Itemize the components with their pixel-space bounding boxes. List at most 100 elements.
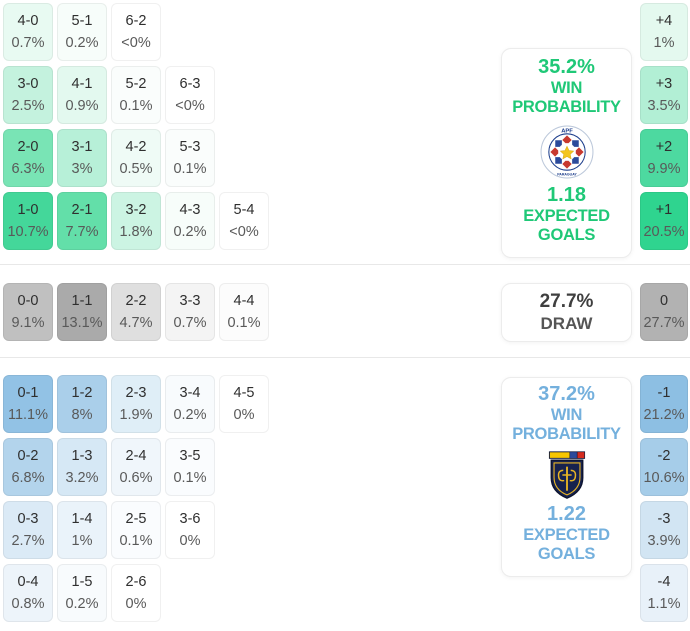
score-cell-0-1: 0-1 11.1% [3, 375, 53, 433]
cell-top-text: 1-0 [17, 202, 39, 218]
cell-probability-text: 3.9% [647, 533, 681, 549]
cell-top-text: 4-4 [233, 293, 255, 309]
score-cell-0-4: 0-4 0.8% [3, 564, 53, 622]
goal-diff-cell-+3: +3 3.5% [640, 66, 688, 124]
score-cell-4-4: 4-4 0.1% [219, 283, 269, 341]
score-cell-0-2: 0-2 6.8% [3, 438, 53, 496]
cell-probability-text: 6.3% [11, 161, 45, 177]
cell-top-text: 2-2 [125, 293, 147, 309]
crest-apf-text: APF [561, 128, 573, 134]
cell-top-text: +2 [655, 139, 673, 155]
cell-top-text: 5-4 [233, 202, 255, 218]
score-cell-4-2: 4-2 0.5% [111, 129, 161, 187]
goal-diff-cell-+4: +4 1% [640, 3, 688, 61]
cell-top-text: 2-6 [125, 574, 147, 590]
cell-top-text: 4-2 [125, 139, 147, 155]
score-cell-0-3: 0-3 2.7% [3, 501, 53, 559]
cell-probability-text: 0.1% [119, 533, 153, 549]
cell-top-text: 1-4 [71, 511, 93, 527]
cell-top-text: 5-1 [71, 13, 93, 29]
cell-probability-text: 0.7% [173, 315, 207, 331]
cell-probability-text: 21.2% [643, 407, 685, 423]
cell-probability-text: 0.2% [65, 596, 99, 612]
score-cell-3-6: 3-6 0% [165, 501, 215, 559]
score-cell-2-6: 2-6 0% [111, 564, 161, 622]
away-win-label-line2: PROBABILITY [512, 425, 621, 443]
score-cell-0-0: 0-0 9.1% [3, 283, 53, 341]
score-cell-4-3: 4-3 0.2% [165, 192, 215, 250]
cell-probability-text: 13.1% [61, 315, 103, 331]
cell-top-text: 0-3 [17, 511, 39, 527]
cell-top-text: +1 [655, 202, 673, 218]
cell-probability-text: 0% [179, 533, 201, 549]
cell-top-text: 0-1 [17, 385, 39, 401]
score-cell-5-1: 5-1 0.2% [57, 3, 107, 61]
cell-top-text: 4-5 [233, 385, 255, 401]
score-cell-2-2: 2-2 4.7% [111, 283, 161, 341]
home-win-percentage: 35.2% [538, 56, 595, 78]
cell-probability-text: 0.6% [119, 470, 153, 486]
cell-probability-text: 27.7% [643, 315, 685, 331]
goal-diff-cell--3: -3 3.9% [640, 501, 688, 559]
cell-probability-text: <0% [175, 98, 205, 114]
score-cell-1-3: 1-3 3.2% [57, 438, 107, 496]
cell-probability-text: 2.7% [11, 533, 45, 549]
section-divider [0, 357, 690, 358]
cell-top-text: 2-3 [125, 385, 147, 401]
cell-top-text: 2-0 [17, 139, 39, 155]
cell-top-text: 1-3 [71, 448, 93, 464]
cell-top-text: 5-3 [179, 139, 201, 155]
home-expected-goals-label-line2: GOALS [537, 226, 596, 244]
away-expected-goals-label-line1: EXPECTED [523, 526, 610, 544]
cell-top-text: 6-2 [125, 13, 147, 29]
cell-probability-text: 0.5% [119, 161, 153, 177]
ecuador-fef-crest [543, 450, 591, 500]
away-win-percentage: 37.2% [538, 383, 595, 405]
cell-probability-text: 0% [233, 407, 255, 423]
away-win-label-line1: WIN [550, 406, 583, 424]
cell-probability-text: 9.1% [11, 315, 45, 331]
score-cell-3-5: 3-5 0.1% [165, 438, 215, 496]
section-divider [0, 264, 690, 265]
score-cell-3-1: 3-1 3% [57, 129, 107, 187]
cell-probability-text: 8% [71, 407, 93, 423]
cell-probability-text: 20.5% [643, 224, 685, 240]
cell-top-text: 1-2 [71, 385, 93, 401]
cell-top-text: 1-1 [71, 293, 93, 309]
cell-top-text: +3 [655, 76, 673, 92]
cell-probability-text: 0.2% [173, 407, 207, 423]
cell-top-text: 3-6 [179, 511, 201, 527]
home-expected-goals-label-line1: EXPECTED [523, 207, 610, 225]
score-cell-1-5: 1-5 0.2% [57, 564, 107, 622]
score-cell-1-0: 1-0 10.7% [3, 192, 53, 250]
cell-probability-text: 3.5% [647, 98, 681, 114]
goal-diff-cell-0: 0 27.7% [640, 283, 688, 341]
score-cell-4-0: 4-0 0.7% [3, 3, 53, 61]
score-cell-6-3: 6-3 <0% [165, 66, 215, 124]
score-cell-4-5: 4-5 0% [219, 375, 269, 433]
cell-probability-text: 0.1% [173, 161, 207, 177]
cell-probability-text: 1% [71, 533, 93, 549]
cell-probability-text: 9.9% [647, 161, 681, 177]
score-cell-5-3: 5-3 0.1% [165, 129, 215, 187]
cell-top-text: -3 [657, 511, 671, 527]
home-win-label-line2: PROBABILITY [512, 98, 621, 116]
cell-probability-text: 0.1% [119, 98, 153, 114]
goal-diff-cell-+2: +2 9.9% [640, 129, 688, 187]
cell-probability-text: 0.1% [173, 470, 207, 486]
cell-probability-text: 2.5% [11, 98, 45, 114]
cell-top-text: 0-4 [17, 574, 39, 590]
cell-top-text: 3-2 [125, 202, 147, 218]
cell-top-text: 2-1 [71, 202, 93, 218]
cell-top-text: +4 [655, 13, 673, 29]
cell-probability-text: <0% [121, 35, 151, 51]
score-cell-3-4: 3-4 0.2% [165, 375, 215, 433]
score-cell-2-0: 2-0 6.3% [3, 129, 53, 187]
cell-top-text: -4 [657, 574, 671, 590]
cell-probability-text: 3.2% [65, 470, 99, 486]
cell-top-text: 3-1 [71, 139, 93, 155]
cell-top-text: 3-5 [179, 448, 201, 464]
cell-probability-text: 0.1% [227, 315, 261, 331]
cell-probability-text: <0% [229, 224, 259, 240]
draw-card: 27.7% DRAW [501, 283, 632, 342]
